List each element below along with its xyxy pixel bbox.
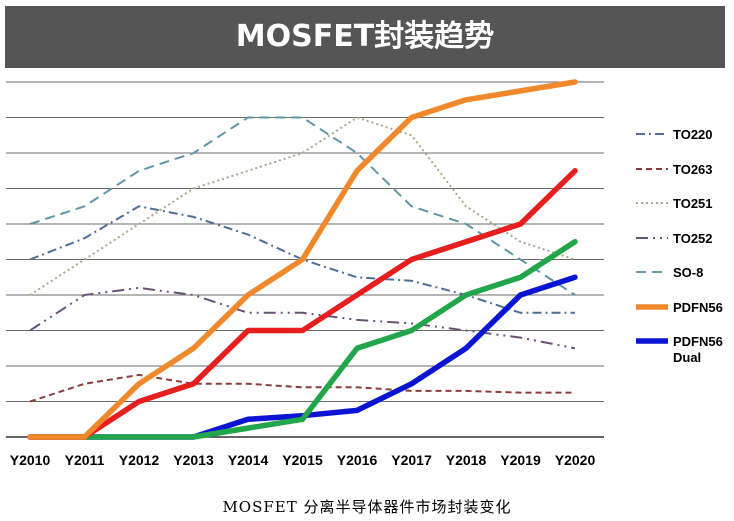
x-tick-label: Y2013 [173, 452, 214, 468]
x-axis: Y2010 Y2011 Y2012 Y2013 Y2014 Y2015 Y2016 Y2017… [10, 452, 596, 468]
series-lines [27, 79, 578, 440]
legend-label: TO251 [673, 196, 713, 211]
series-line-line-7 [27, 168, 578, 440]
x-tick-label: Y2020 [555, 452, 596, 468]
chart-title: MOSFET封装趋势 [235, 19, 495, 54]
legend-label: TO263 [673, 162, 713, 177]
x-tick-label: Y2014 [228, 452, 269, 468]
x-tick-label: Y2018 [446, 452, 487, 468]
legend-label: SO-8 [673, 265, 703, 280]
x-tick-label: Y2016 [337, 452, 378, 468]
x-tick-label: Y2012 [119, 452, 160, 468]
x-tick-label: Y2015 [282, 452, 323, 468]
x-tick-label: Y2010 [10, 452, 51, 468]
title-bar: MOSFET封装趋势 [5, 6, 725, 68]
x-tick-label: Y2011 [65, 452, 105, 468]
legend-label: PDFN56 Dual [673, 334, 723, 365]
series-line-so-8 [29, 116, 576, 296]
x-tick-label: Y2017 [391, 452, 432, 468]
legend: TO220 TO263 TO251 TO252 SO-8 PDFN56 PDFN56 Dual [636, 127, 723, 365]
series-line-to263 [29, 373, 575, 403]
series-line-to251 [29, 116, 576, 296]
legend-label: TO252 [673, 231, 713, 246]
x-tick-label: Y2019 [500, 452, 541, 468]
legend-label: TO220 [673, 127, 713, 142]
series-line-pdfn56 [27, 79, 578, 440]
series-line-to220 [29, 205, 575, 314]
figure-caption: MOSFET 分离半导体器件市场封装变化 [222, 498, 512, 516]
legend-label: PDFN56 [673, 300, 723, 315]
series-line-line-8 [27, 238, 578, 440]
